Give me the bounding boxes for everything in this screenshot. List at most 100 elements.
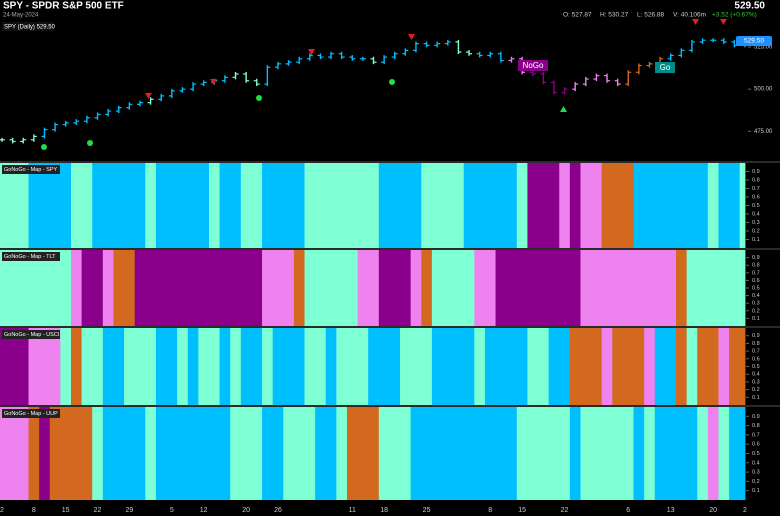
map-cell <box>495 163 507 248</box>
y-tick-label: 0.6 <box>752 278 760 284</box>
map-cell <box>102 163 114 248</box>
map-cell <box>442 250 454 326</box>
map-cell <box>676 163 688 248</box>
map-cell <box>548 328 560 405</box>
y-tick-label: 525.00 <box>754 45 773 51</box>
map-cell <box>251 250 263 326</box>
go-box <box>655 62 675 73</box>
annotation: NoGo <box>523 61 544 70</box>
signals <box>41 19 727 150</box>
map-cell <box>506 250 518 326</box>
map-cell <box>124 250 136 326</box>
y-tick-label: 0.6 <box>752 442 760 448</box>
map-cell <box>240 163 252 248</box>
map-cell <box>527 328 539 405</box>
map-cell <box>453 407 465 500</box>
map-cell <box>187 328 199 405</box>
map-cell <box>463 407 475 500</box>
y-tick-label: 0.8 <box>752 423 760 429</box>
map-cell <box>325 407 337 500</box>
map-cell <box>569 407 581 500</box>
map-cell <box>548 407 560 500</box>
panel-title: GoNoGo - Map - TLT <box>4 254 56 260</box>
map-cell <box>601 328 613 405</box>
map-cell <box>644 163 656 248</box>
map-cell <box>187 407 199 500</box>
map-cell <box>325 250 337 326</box>
map-cell <box>421 163 433 248</box>
y-tick-label: 0.2 <box>752 228 760 234</box>
map-cell <box>145 250 157 326</box>
map-cell <box>28 250 40 326</box>
map-cell <box>665 163 677 248</box>
map-cell <box>155 407 167 500</box>
x-tick-label: 18 <box>380 507 388 514</box>
map-cell <box>219 250 231 326</box>
map-cell <box>718 163 730 248</box>
x-tick-label: 29 <box>125 507 133 514</box>
map-cell <box>516 250 528 326</box>
map-cell <box>315 328 327 405</box>
last-price: 529.50 <box>734 1 765 12</box>
map-cell <box>60 163 72 248</box>
x-tick-label: 20 <box>242 507 250 514</box>
x-tick-label: 2 <box>743 507 747 514</box>
map-cell <box>431 163 443 248</box>
x-tick-label: 15 <box>62 507 70 514</box>
map-cell <box>208 163 220 248</box>
map-cell <box>28 328 40 405</box>
map-cell <box>49 250 61 326</box>
map-cell <box>177 250 189 326</box>
map-cell <box>580 250 592 326</box>
map-cell <box>527 163 539 248</box>
map-cell <box>0 407 8 500</box>
map-cell <box>60 250 72 326</box>
map-cell <box>718 250 730 326</box>
map-cell <box>357 163 369 248</box>
x-tick-label: 2 <box>0 507 4 514</box>
up-signal <box>560 106 567 112</box>
map-cell <box>378 250 390 326</box>
map-cell <box>166 407 178 500</box>
map-cell <box>177 407 189 500</box>
map-cell <box>484 163 496 248</box>
map-cell <box>187 250 199 326</box>
map-cell <box>612 407 624 500</box>
map-cell <box>17 250 29 326</box>
map-cell <box>389 250 401 326</box>
y-tick-label: 0.1 <box>752 395 760 401</box>
map-cell <box>421 407 433 500</box>
map-cell <box>166 250 178 326</box>
map-cell <box>410 250 422 326</box>
map-cell <box>49 407 61 500</box>
map-cell <box>400 328 412 405</box>
map-cell <box>463 328 475 405</box>
map-cell <box>219 163 231 248</box>
panel-title: GoNoGo - Map - UUP <box>4 411 58 417</box>
map-cell <box>346 328 358 405</box>
map-cell <box>240 250 252 326</box>
y-tick-label: 0.9 <box>752 169 760 175</box>
map-cell <box>28 407 40 500</box>
map-cell <box>612 163 624 248</box>
go-dot <box>256 95 262 101</box>
map-cell <box>569 328 581 405</box>
y-tick-label: 0.4 <box>752 460 760 466</box>
map-cell <box>155 163 167 248</box>
map-cell <box>484 407 496 500</box>
y-tick-label: 0.3 <box>752 379 760 385</box>
map-cell <box>538 163 550 248</box>
map-cell <box>580 328 592 405</box>
map-cell <box>591 163 603 248</box>
y-tick-label: 0.7 <box>752 186 760 192</box>
map-cell <box>612 250 624 326</box>
map-cell <box>644 250 656 326</box>
map-cell <box>421 328 433 405</box>
y-tick-label: 0.4 <box>752 372 760 378</box>
y-tick-label: 0.2 <box>752 479 760 485</box>
map-cell <box>644 328 656 405</box>
map-cell <box>230 250 242 326</box>
map-cell <box>92 407 104 500</box>
map-cell <box>697 328 709 405</box>
map-cell <box>548 163 560 248</box>
